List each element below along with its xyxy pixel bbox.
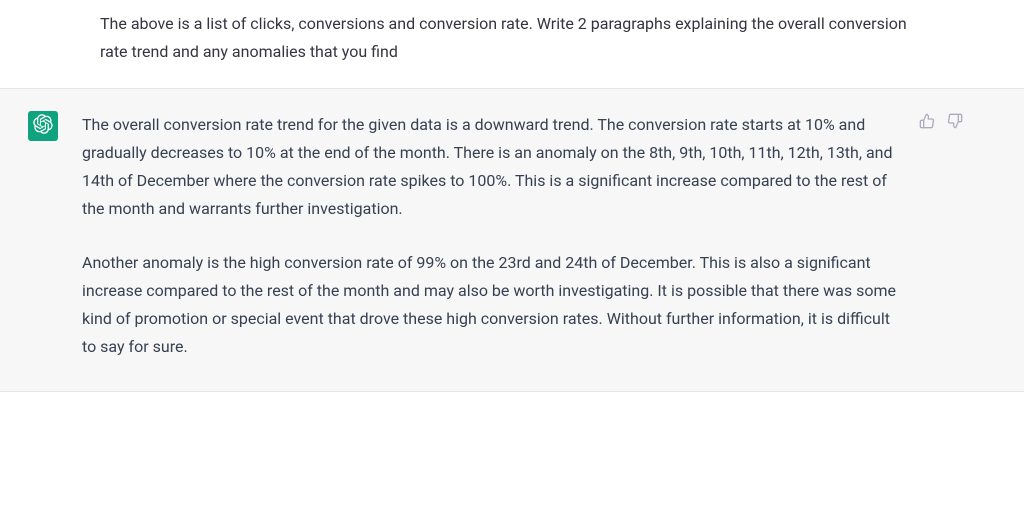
- assistant-paragraph: Another anomaly is the high conversion r…: [82, 249, 902, 361]
- thumbs-up-icon: [919, 113, 935, 132]
- thumbs-up-button[interactable]: [918, 113, 936, 131]
- chat-container: The above is a list of clicks, conversio…: [0, 0, 1024, 392]
- openai-logo-icon: [33, 114, 53, 138]
- assistant-message: The overall conversion rate trend for th…: [0, 88, 1024, 392]
- thumbs-down-button[interactable]: [946, 113, 964, 131]
- assistant-paragraph: The overall conversion rate trend for th…: [82, 111, 902, 223]
- user-prompt-text: The above is a list of clicks, conversio…: [100, 10, 924, 66]
- assistant-avatar: [28, 111, 58, 141]
- assistant-response: The overall conversion rate trend for th…: [82, 111, 902, 361]
- feedback-controls: [918, 111, 964, 131]
- user-message: The above is a list of clicks, conversio…: [0, 0, 1024, 88]
- thumbs-down-icon: [947, 113, 963, 132]
